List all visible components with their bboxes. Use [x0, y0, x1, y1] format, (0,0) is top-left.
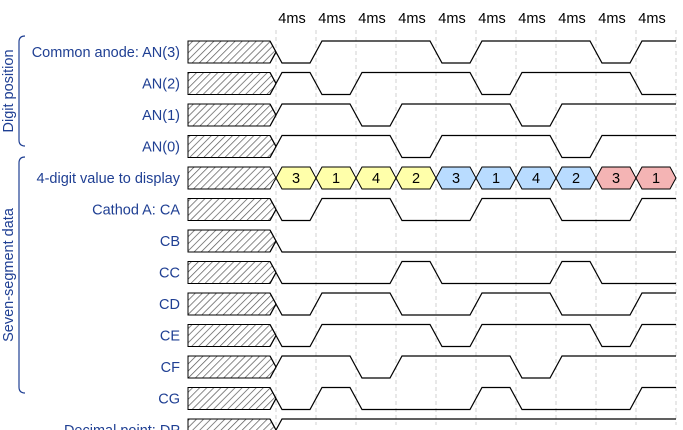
waveform-dp — [269, 418, 676, 430]
signal-label-cg: CG — [158, 392, 180, 408]
signal-label-an0: AN(0) — [142, 140, 180, 156]
time-slot-label: 4ms — [438, 11, 465, 27]
signal-row-cb: CB — [160, 229, 676, 253]
undefined-region — [187, 324, 277, 347]
undefined-region — [187, 198, 277, 221]
bus-digit: 3 — [612, 171, 620, 187]
signal-row-an0: AN(0) — [142, 134, 676, 159]
signal-label-cc: CC — [159, 266, 180, 282]
signal-row-cd: CD — [159, 292, 676, 316]
wave-start-edge — [269, 272, 277, 284]
wave-start-edge — [269, 335, 277, 347]
undefined-region — [187, 355, 277, 379]
waveform-an1 — [269, 103, 676, 127]
signal-label-cb: CB — [160, 234, 180, 250]
signal-row-ca: Cathod A: CA — [92, 197, 676, 222]
digit-position-brace — [18, 35, 26, 147]
signal-row-dp: Decimal point: DP — [64, 418, 676, 430]
signal-row-an1: AN(1) — [142, 103, 676, 127]
bus-digit: 4 — [532, 171, 540, 187]
signal-row-cg: CG — [158, 386, 676, 411]
signal-label-an1: AN(1) — [142, 108, 180, 124]
waveform-an2 — [269, 71, 676, 96]
undefined-region — [187, 40, 277, 64]
bus-cell — [635, 166, 677, 190]
signal-label-ce: CE — [160, 329, 180, 345]
undefined-region — [187, 418, 277, 430]
group-braces: Digit position Seven-segment data — [1, 35, 26, 394]
undefined-region — [187, 166, 277, 190]
undefined-region — [187, 261, 277, 284]
signal-label-ca: Cathod A: CA — [92, 203, 180, 219]
wave-start-edge — [269, 398, 277, 410]
time-slot-label: 4ms — [318, 11, 345, 27]
wave-start-edge — [269, 303, 277, 316]
undefined-region — [187, 229, 277, 253]
bus-digit: 1 — [332, 171, 340, 187]
signal-rows: Common anode: AN(3) AN(2) AN(1) AN(0) 4-digi… — [32, 40, 677, 430]
wave-start-edge — [269, 51, 277, 64]
signal-label-an2: AN(2) — [142, 77, 180, 93]
undefined-region — [187, 72, 277, 95]
waveform-ce — [269, 323, 676, 348]
wave-start-edge — [269, 146, 277, 158]
waveform-cg — [269, 386, 676, 411]
signal-label-dp: Decimal point: DP — [64, 423, 180, 430]
signal-row-cf: CF — [161, 355, 676, 379]
wave-start-edge — [269, 240, 277, 253]
seven-segment-group-title: Seven-segment data — [1, 207, 17, 342]
waveform-ca — [269, 197, 676, 222]
waveform-cb — [269, 229, 676, 253]
time-slot-label: 4ms — [478, 11, 505, 27]
signal-row-cc: CC — [159, 260, 676, 285]
grid-layer — [275, 30, 677, 425]
waveform-cc — [269, 260, 676, 285]
signal-label-cf: CF — [161, 360, 180, 376]
time-slot-label: 4ms — [558, 11, 585, 27]
signal-row-ce: CE — [160, 323, 676, 348]
undefined-region — [187, 103, 277, 127]
bus-digit: 1 — [652, 171, 660, 187]
bus-digit: 3 — [292, 171, 300, 187]
time-slot-label: 4ms — [598, 11, 625, 27]
signal-row-an3: Common anode: AN(3) — [32, 40, 676, 64]
bus-digit: 2 — [412, 171, 420, 187]
waveform-an3 — [269, 40, 676, 64]
digit-position-group-title: Digit position — [1, 49, 17, 132]
signal-label-value: 4-digit value to display — [37, 171, 181, 187]
bus-digit: 1 — [492, 171, 500, 187]
waveform-cf — [269, 355, 676, 379]
signal-row-an2: AN(2) — [142, 71, 676, 96]
signal-label-an3: Common anode: AN(3) — [32, 45, 180, 61]
wave-start-edge — [269, 114, 277, 127]
time-slot-label: 4ms — [278, 11, 305, 27]
wave-start-edge — [269, 209, 277, 221]
undefined-region — [187, 135, 277, 158]
bus-digit: 2 — [572, 171, 580, 187]
undefined-region — [187, 387, 277, 410]
signal-row-value: 4-digit value to display 3 1 4 2 3 1 4 2 3 1 — [37, 166, 677, 190]
wave-start-edge — [269, 366, 277, 379]
waveform-cd — [269, 292, 676, 316]
time-slot-label: 4ms — [518, 11, 545, 27]
undefined-region — [187, 292, 277, 316]
wave-start-edge — [269, 83, 277, 95]
time-slot-label: 4ms — [638, 11, 665, 27]
time-slot-label: 4ms — [398, 11, 425, 27]
waveform-an0 — [269, 134, 676, 159]
signal-label-cd: CD — [159, 297, 180, 313]
time-slot-header: 4ms 4ms 4ms 4ms 4ms 4ms 4ms 4ms 4ms 4ms — [278, 11, 665, 27]
seven-segment-brace — [18, 156, 26, 394]
bus-digit: 4 — [372, 171, 380, 187]
bus-digit: 3 — [452, 171, 460, 187]
time-slot-label: 4ms — [358, 11, 385, 27]
